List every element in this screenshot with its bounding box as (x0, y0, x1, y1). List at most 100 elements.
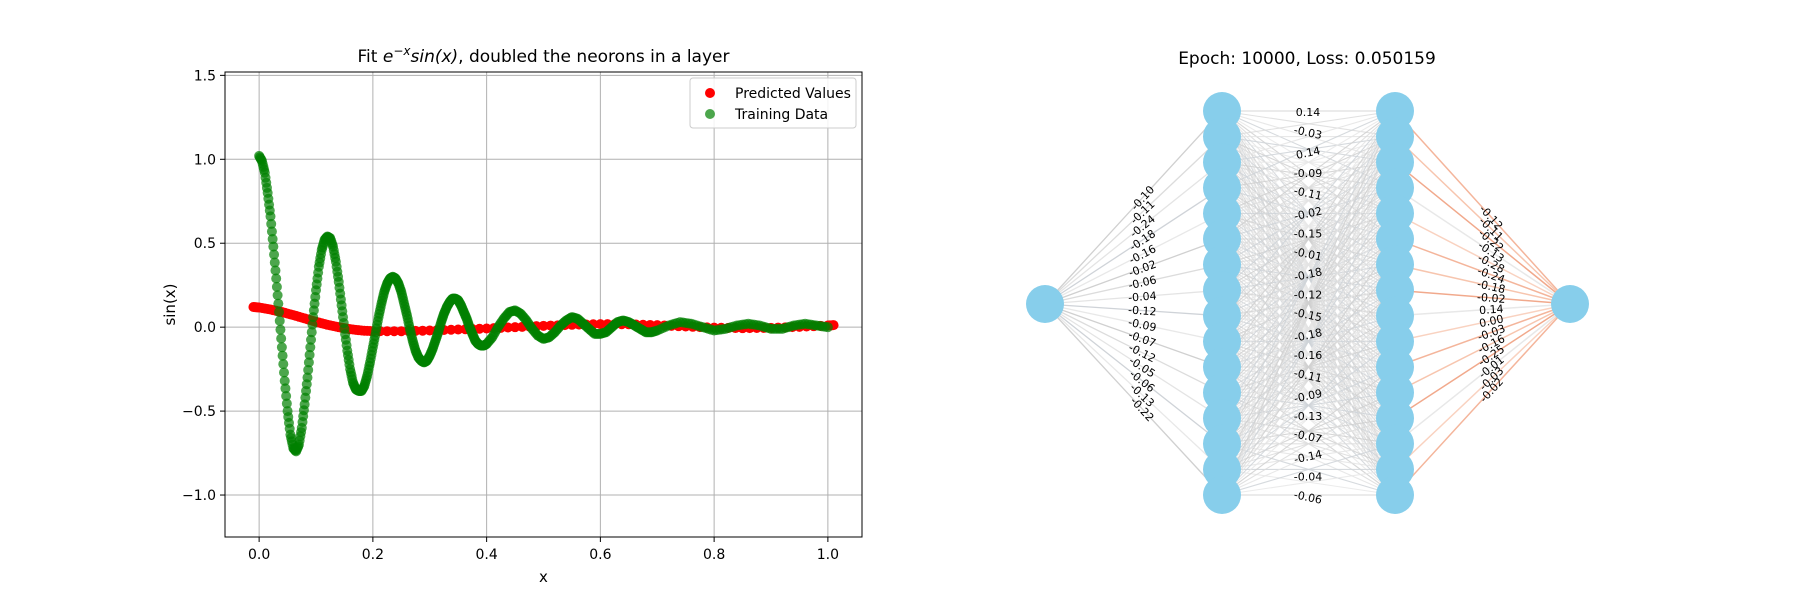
legend-marker-training (705, 109, 715, 119)
training-point (302, 372, 313, 383)
edge-input-hidden1 (1044, 303, 1223, 445)
training-point (279, 375, 290, 386)
chart-title: Fit e−xsin(x), doubled the neorons in a … (358, 44, 730, 67)
edge-hidden2-output (1394, 303, 1571, 445)
edge-hidden1-hidden2 (1221, 340, 1396, 496)
weight-label-input-hidden1: -0.09 (1127, 316, 1158, 335)
y-ticks: −1.0 −0.5 0.0 0.5 1.0 1.5 (182, 68, 225, 504)
edge-hidden2-output (1394, 238, 1571, 305)
training-point (271, 281, 282, 292)
edge-hidden1-hidden2 (1221, 110, 1396, 240)
x-tick-label: 0.2 (362, 547, 384, 563)
training-point (307, 319, 318, 330)
legend-box (689, 77, 857, 129)
edge-hidden1-hidden2 (1221, 213, 1396, 496)
edge-hidden1-hidden2 (1221, 110, 1396, 393)
edge-input-hidden1 (1044, 289, 1223, 305)
predicted-point (453, 324, 464, 335)
weight-label-hidden1-hidden2: -0.07 (1293, 427, 1324, 446)
training-point (266, 226, 277, 237)
edge-input-hidden1 (1044, 303, 1223, 419)
edge-hidden1-hidden2 (1221, 110, 1396, 266)
legend: Predicted Values Training Data (689, 77, 857, 129)
hidden2-node (1376, 476, 1414, 514)
training-point (304, 349, 315, 360)
y-tick-label: 0.5 (194, 236, 216, 252)
training-point (274, 307, 285, 318)
edge-input-hidden1 (1044, 136, 1223, 305)
weight-label-hidden1-hidden2: -0.18 (1293, 265, 1324, 284)
predicted-point (481, 323, 492, 334)
training-point (268, 241, 279, 252)
edge-hidden1-hidden2 (1221, 110, 1396, 291)
grid-layer (225, 72, 862, 537)
training-point (822, 322, 833, 333)
training-point (269, 257, 280, 268)
y-axis-label: sin(x) (161, 283, 179, 325)
training-point (272, 290, 283, 301)
edge-input-hidden1 (1044, 161, 1223, 305)
y-tick-label: −0.5 (182, 404, 216, 420)
x-ticks: 0.0 0.2 0.4 0.6 0.8 1.0 (248, 537, 839, 563)
edge-hidden2-output (1394, 289, 1571, 305)
legend-label-training: Training Data (734, 107, 828, 123)
edge-hidden2-output (1394, 263, 1571, 305)
training-point (278, 359, 289, 370)
weight-label-hidden1-hidden2: -0.11 (1293, 184, 1324, 203)
edge-input-hidden1 (1044, 187, 1223, 305)
predicted-point (382, 326, 393, 337)
x-tick-label: 0.4 (475, 547, 497, 563)
edge-hidden1-hidden2 (1221, 110, 1396, 138)
predicted-point (424, 325, 435, 336)
y-tick-label: 1.0 (194, 152, 216, 168)
training-series (254, 150, 833, 457)
input-node (1026, 285, 1064, 323)
edge-hidden1-hidden2 (1221, 110, 1396, 368)
training-point (275, 324, 286, 335)
edge-hidden1-hidden2 (1221, 110, 1396, 496)
edge-hidden1-hidden2 (1221, 161, 1396, 496)
plot-frame (224, 71, 863, 538)
predicted-point (538, 320, 549, 331)
edge-hidden1-hidden2 (1221, 392, 1396, 496)
x-tick-label: 0.0 (248, 547, 270, 563)
edge-input-hidden1 (1044, 303, 1223, 470)
weight-label-input-hidden1: -0.12 (1128, 304, 1157, 319)
edge-hidden1-hidden2 (1221, 110, 1396, 342)
weight-label-hidden1-hidden2: -0.18 (1293, 326, 1324, 345)
weight-label-hidden1-hidden2: -0.11 (1293, 367, 1324, 386)
predicted-point (502, 322, 513, 333)
edge-hidden2-output (1394, 136, 1571, 305)
y-tick-label: −1.0 (182, 488, 216, 504)
weight-label-hidden1-hidden2: -0.15 (1293, 306, 1324, 325)
x-tick-label: 0.6 (589, 547, 611, 563)
edge-hidden2-output (1394, 212, 1571, 305)
network-title: Epoch: 10000, Loss: 0.050159 (1178, 49, 1436, 69)
edge-hidden2-output (1394, 303, 1571, 419)
edge-hidden2-output (1394, 303, 1571, 470)
weight-label-hidden1-hidden2: -0.16 (1294, 349, 1322, 362)
edge-hidden2-output (1394, 303, 1571, 496)
training-point (276, 333, 287, 344)
training-point (273, 298, 284, 309)
x-axis-label: x (539, 568, 548, 586)
weight-label-hidden1-hidden2: -0.15 (1294, 228, 1322, 241)
weight-label-hidden1-hidden2: -0.14 (1293, 448, 1324, 467)
predicted-point (396, 326, 407, 337)
edge-input-hidden1 (1044, 238, 1223, 305)
weight-label-hidden1-hidden2: -0.01 (1293, 245, 1324, 264)
edge-input-hidden1 (1044, 303, 1223, 394)
weight-label-hidden1-hidden2: -0.12 (1294, 288, 1322, 301)
edge-hidden1-hidden2 (1221, 110, 1396, 163)
output-node (1551, 285, 1589, 323)
edge-hidden1-hidden2 (1221, 443, 1396, 496)
edge-hidden2-output (1394, 110, 1571, 305)
scatter-chart: 0.0 0.2 0.4 0.6 0.8 1.0 −1.0−0.50.00.51.01.5 … (161, 44, 863, 586)
edge-input-hidden1 (1044, 212, 1223, 305)
training-point (280, 383, 291, 394)
training-point (306, 334, 317, 345)
training-point (270, 265, 281, 276)
edge-hidden1-hidden2 (1221, 110, 1396, 214)
x-tick-label: 1.0 (817, 547, 839, 563)
weight-label-hidden1-hidden2: -0.02 (1293, 204, 1324, 223)
